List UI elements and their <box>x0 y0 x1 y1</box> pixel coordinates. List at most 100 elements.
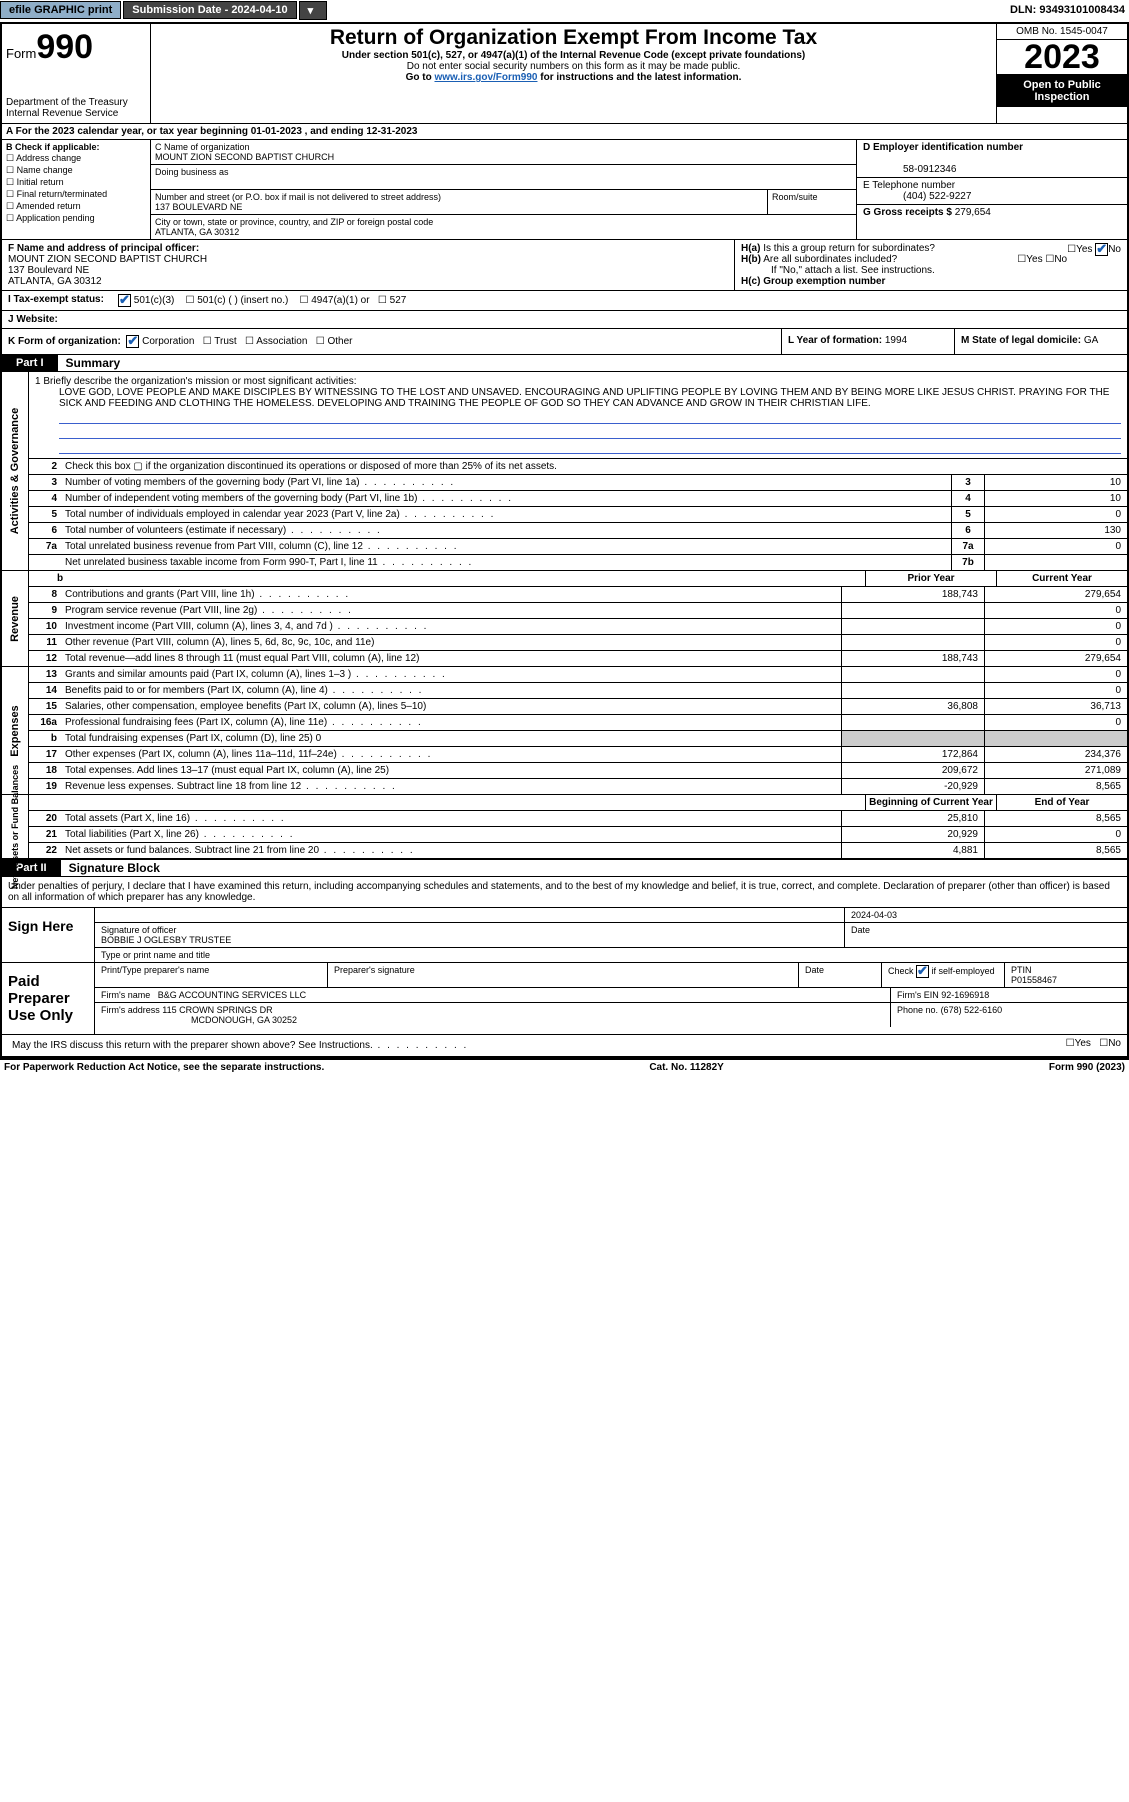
city-value: ATLANTA, GA 30312 <box>155 227 239 237</box>
line22: Net assets or fund balances. Subtract li… <box>61 843 841 858</box>
addr-label: Number and street (or P.O. box if mail i… <box>155 192 441 202</box>
501c3-check[interactable] <box>118 294 131 307</box>
c21: 0 <box>984 827 1127 842</box>
p17: 172,864 <box>841 747 984 762</box>
form-subtitle-1: Under section 501(c), 527, or 4947(a)(1)… <box>157 50 990 61</box>
form-number: Form990 <box>6 28 146 67</box>
phone-value: (404) 522-9227 <box>863 191 971 202</box>
k-label: K Form of organization: <box>8 336 121 347</box>
form-title: Return of Organization Exempt From Incom… <box>157 26 990 50</box>
col-prior: Prior Year <box>865 571 996 586</box>
hb-note: If "No," attach a list. See instructions… <box>741 265 1121 276</box>
chk-initial-return[interactable]: ☐ Initial return <box>6 177 146 188</box>
chk-application[interactable]: ☐ Application pending <box>6 213 146 224</box>
line15: Salaries, other compensation, employee b… <box>61 699 841 714</box>
prep-name-label: Print/Type preparer's name <box>95 963 328 987</box>
line9: Program service revenue (Part VIII, line… <box>61 603 841 618</box>
j-label: J Website: <box>8 314 58 325</box>
line16a: Professional fundraising fees (Part IX, … <box>61 715 841 730</box>
officer-name: BOBBIE J OGLESBY TRUSTEE <box>101 935 231 945</box>
f-addr1: 137 Boulevard NE <box>8 265 89 276</box>
irs-link[interactable]: www.irs.gov/Form990 <box>434 72 537 83</box>
city-label: City or town, state or province, country… <box>155 217 433 227</box>
ein-label: D Employer identification number <box>863 142 1023 153</box>
submission-button[interactable]: Submission Date - 2024-04-10 <box>123 1 296 19</box>
line21: Total liabilities (Part X, line 26) <box>61 827 841 842</box>
c8: 279,654 <box>984 587 1127 602</box>
name-label: C Name of organization <box>155 142 250 152</box>
dropdown-button[interactable]: ▾ <box>299 1 327 20</box>
efile-button[interactable]: efile GRAPHIC print <box>0 1 121 19</box>
i-label: I Tax-exempt status: <box>8 294 104 305</box>
footer-left: For Paperwork Reduction Act Notice, see … <box>4 1062 324 1073</box>
chk-address-change[interactable]: ☐ Address change <box>6 153 146 164</box>
corp-check[interactable] <box>126 335 139 348</box>
side-revenue: Revenue <box>9 596 21 642</box>
mission-text: LOVE GOD, LOVE PEOPLE AND MAKE DISCIPLES… <box>59 387 1121 409</box>
inspection-label: Open to Public Inspection <box>997 75 1127 107</box>
tax-year: 2023 <box>997 40 1127 74</box>
p21: 20,929 <box>841 827 984 842</box>
val4: 10 <box>984 491 1127 506</box>
sig-officer-label: Signature of officer <box>101 925 176 935</box>
c16a: 0 <box>984 715 1127 730</box>
page-footer: For Paperwork Reduction Act Notice, see … <box>0 1060 1129 1075</box>
form-header: Form990 Department of the Treasury Inter… <box>2 24 1127 124</box>
val7a: 0 <box>984 539 1127 554</box>
firm-phone-label: Phone no. <box>897 1005 938 1015</box>
type-name-label: Type or print name and title <box>95 948 1127 962</box>
discuss-text: May the IRS discuss this return with the… <box>8 1038 971 1053</box>
section-b-c-d: B Check if applicable: ☐ Address change … <box>2 140 1127 240</box>
line4: Number of independent voting members of … <box>61 491 951 506</box>
prep-sig-label: Preparer's signature <box>328 963 799 987</box>
year-formation: 1994 <box>885 335 907 346</box>
line12: Total revenue—add lines 8 through 11 (mu… <box>61 651 841 666</box>
ptin-value: P01558467 <box>1011 975 1057 985</box>
perjury-text: Under penalties of perjury, I declare th… <box>2 877 1127 908</box>
c12: 279,654 <box>984 651 1127 666</box>
form-subtitle-2: Do not enter social security numbers on … <box>157 61 990 72</box>
p13 <box>841 667 984 682</box>
firm-ein-label: Firm's EIN <box>897 990 939 1000</box>
chk-amended[interactable]: ☐ Amended return <box>6 201 146 212</box>
p11 <box>841 635 984 650</box>
c17: 234,376 <box>984 747 1127 762</box>
p12: 188,743 <box>841 651 984 666</box>
row-a-tax-year: A For the 2023 calendar year, or tax yea… <box>2 124 1127 140</box>
sign-here-label: Sign Here <box>2 908 95 962</box>
footer-mid: Cat. No. 11282Y <box>649 1062 723 1073</box>
footer-right: Form 990 (2023) <box>1049 1062 1125 1073</box>
c10: 0 <box>984 619 1127 634</box>
c11: 0 <box>984 635 1127 650</box>
ha-no-check[interactable] <box>1095 243 1108 256</box>
val5: 0 <box>984 507 1127 522</box>
firm-addr2: MCDONOUGH, GA 30252 <box>101 1015 297 1025</box>
self-emp-check[interactable] <box>916 965 929 978</box>
dba-label: Doing business as <box>155 167 229 177</box>
paid-label: Paid Preparer Use Only <box>2 963 95 1034</box>
line2: Check this box ▢ if the organization dis… <box>61 459 1127 474</box>
line10: Investment income (Part VIII, column (A)… <box>61 619 841 634</box>
line8: Contributions and grants (Part VIII, lin… <box>61 587 841 602</box>
gross-value: 279,654 <box>955 207 991 218</box>
line5: Total number of individuals employed in … <box>61 507 951 522</box>
side-governance: Activities & Governance <box>9 408 21 535</box>
c20: 8,565 <box>984 811 1127 826</box>
ha-label: H(a) <box>741 243 760 254</box>
line7a: Total unrelated business revenue from Pa… <box>61 539 951 554</box>
line20: Total assets (Part X, line 16) <box>61 811 841 826</box>
hb-label: H(b) <box>741 254 761 265</box>
line3: Number of voting members of the governin… <box>61 475 951 490</box>
p18: 209,672 <box>841 763 984 778</box>
part2-header: Part II Signature Block <box>2 860 1127 877</box>
part1-tab: Part I <box>2 355 58 371</box>
firm-name: B&G ACCOUNTING SERVICES LLC <box>158 990 306 1000</box>
col-end: End of Year <box>996 795 1127 810</box>
firm-phone: (678) 522-6160 <box>941 1005 1003 1015</box>
prep-date-label: Date <box>799 963 882 987</box>
form-subtitle-3: Go to www.irs.gov/Form990 for instructio… <box>157 72 990 83</box>
dept-treasury: Department of the Treasury <box>6 97 146 108</box>
chk-final-return[interactable]: ☐ Final return/terminated <box>6 189 146 200</box>
chk-name-change[interactable]: ☐ Name change <box>6 165 146 176</box>
p22: 4,881 <box>841 843 984 858</box>
